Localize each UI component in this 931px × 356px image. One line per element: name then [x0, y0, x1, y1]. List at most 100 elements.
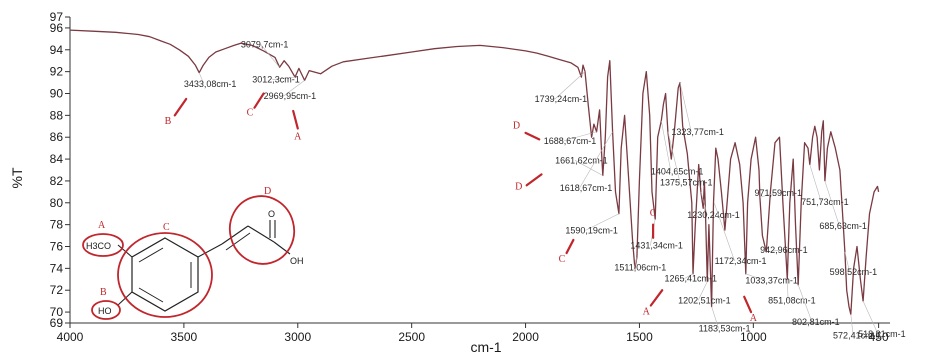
peak-leader-line — [700, 191, 708, 216]
y-tick-label: 80 — [50, 196, 64, 210]
carbonyl-oxygen-label: O — [268, 209, 275, 219]
y-tick-label: 96 — [50, 21, 64, 35]
vinyl-bond — [221, 225, 249, 245]
peak-label: 1511,06cm-1 — [614, 263, 666, 273]
y-tick-label: 90 — [50, 87, 64, 101]
peak-label: 1688,67cm-1 — [544, 136, 597, 146]
peak-label: 1172,34cm-1 — [715, 256, 767, 266]
x-tick-label: 2500 — [398, 330, 425, 344]
spectrum-line — [69, 29, 880, 315]
group-marker-arrow — [525, 173, 543, 187]
group-marker-arrow — [253, 92, 265, 109]
peak-leader-line — [711, 306, 719, 329]
peak-leader-line — [554, 71, 586, 100]
y-tick-label: 86 — [50, 130, 64, 144]
peak-leader-line — [260, 44, 280, 68]
y-tick-label: 74 — [50, 261, 64, 275]
peak-leader-line — [745, 273, 766, 281]
peak-leader-line — [667, 131, 681, 183]
peak-leader-line — [661, 120, 672, 172]
peak-leader-line — [634, 257, 638, 268]
peak-label: 1739,24cm-1 — [535, 94, 588, 104]
peak-leader-line — [809, 164, 822, 203]
peak-labels: 3433,08cm-1 3079,7cm-1 3012,3cm-1 2969,95cm… — [184, 40, 906, 341]
peak-leader-line — [824, 180, 840, 227]
peak-leader-line — [684, 273, 694, 279]
group-marker-tag: D — [515, 182, 522, 193]
group-marker-tag: D — [513, 120, 520, 131]
methoxy-bond — [117, 244, 133, 258]
ring-tag: C — [163, 222, 170, 233]
methoxy-highlight — [82, 233, 124, 257]
peak-leader-line — [575, 160, 603, 176]
peak-label: 971,59cm-1 — [754, 188, 802, 198]
group-marker-tag: A — [643, 306, 651, 317]
peak-label: 3079,7cm-1 — [241, 40, 289, 50]
peak-label: 2969,95cm-1 — [264, 91, 317, 101]
methoxy-tag: A — [98, 220, 106, 231]
peak-leader-line — [786, 279, 789, 301]
peak-leader-line — [563, 131, 597, 142]
peak-leader-line — [679, 82, 692, 133]
y-tick-label: 88 — [50, 108, 64, 122]
group-marker-tag: A — [294, 131, 302, 142]
y-tick-label: 78 — [50, 218, 64, 232]
peak-label: 942,96cm-1 — [760, 245, 808, 255]
benzene-ring — [131, 237, 199, 312]
y-tick-label: 70 — [50, 305, 64, 319]
peak-label: 1618,67cm-1 — [560, 183, 613, 193]
hydroxy-highlight — [91, 300, 121, 320]
peak-label: 1323,77cm-1 — [671, 127, 724, 137]
peak-leader-line — [797, 284, 813, 323]
peak-label: 572,41cm-1 — [833, 330, 881, 340]
group-marker-arrow — [173, 97, 188, 117]
vinyl-double-bond — [225, 232, 251, 251]
peak-leader-line — [850, 314, 854, 336]
peak-label: 1033,37cm-1 — [745, 276, 798, 286]
group-marker-arrow — [565, 238, 575, 255]
peak-label: 751,73cm-1 — [801, 197, 849, 207]
peak-label: 1431,34cm-1 — [630, 241, 683, 251]
peak-leader-line — [766, 249, 781, 253]
group-marker-tag: C — [247, 107, 254, 118]
peak-leader-line — [844, 251, 850, 272]
x-tick-label: 4000 — [57, 330, 84, 344]
peak-label: 598,52cm-1 — [830, 267, 878, 277]
peak-leader-line — [697, 281, 708, 301]
y-tick-label: 84 — [50, 152, 64, 166]
peak-leader-line — [759, 192, 775, 198]
x-tick-label: 450 — [869, 330, 889, 344]
acid-tag: D — [264, 186, 271, 197]
group-marker-tag: B — [165, 116, 172, 127]
peak-label: 3433,08cm-1 — [184, 79, 237, 89]
y-tick-label: 97 — [50, 10, 64, 24]
hydroxy-label: HO — [98, 306, 112, 316]
peak-leader-line — [579, 131, 613, 188]
peak-label: 1375,57cm-1 — [660, 177, 713, 187]
group-marker-arrow — [649, 289, 664, 307]
ring-double-bond — [138, 287, 164, 303]
peak-label: 851,08cm-1 — [768, 295, 816, 305]
group-marker-tag: A — [750, 313, 758, 324]
y-axis-title: %T — [9, 167, 25, 188]
side-chain-bond — [197, 243, 223, 258]
hydroxy-tag: B — [100, 287, 107, 298]
x-axis-title: cm-1 — [470, 339, 501, 355]
peak-leader-line — [862, 301, 879, 335]
y-tick-label: 92 — [50, 65, 64, 79]
peak-label: 1590,19cm-1 — [565, 225, 618, 235]
molecule-structure: O OH H3CO HO A B C D — [82, 186, 304, 320]
methoxy-label: H3CO — [86, 241, 111, 251]
y-tick-label: 69 — [50, 316, 64, 330]
peak-leader-line — [283, 80, 305, 97]
group-marker-tag: C — [559, 254, 566, 265]
peak-label: 1202,51cm-1 — [678, 295, 731, 305]
acid-carbon-bond — [247, 225, 275, 243]
peak-label: 1265,41cm-1 — [665, 273, 718, 283]
group-marker-arrow — [524, 131, 541, 141]
peak-leader-line — [272, 76, 296, 80]
y-tick-label: 82 — [50, 174, 64, 188]
peak-label: 1183,53cm-1 — [699, 324, 751, 334]
